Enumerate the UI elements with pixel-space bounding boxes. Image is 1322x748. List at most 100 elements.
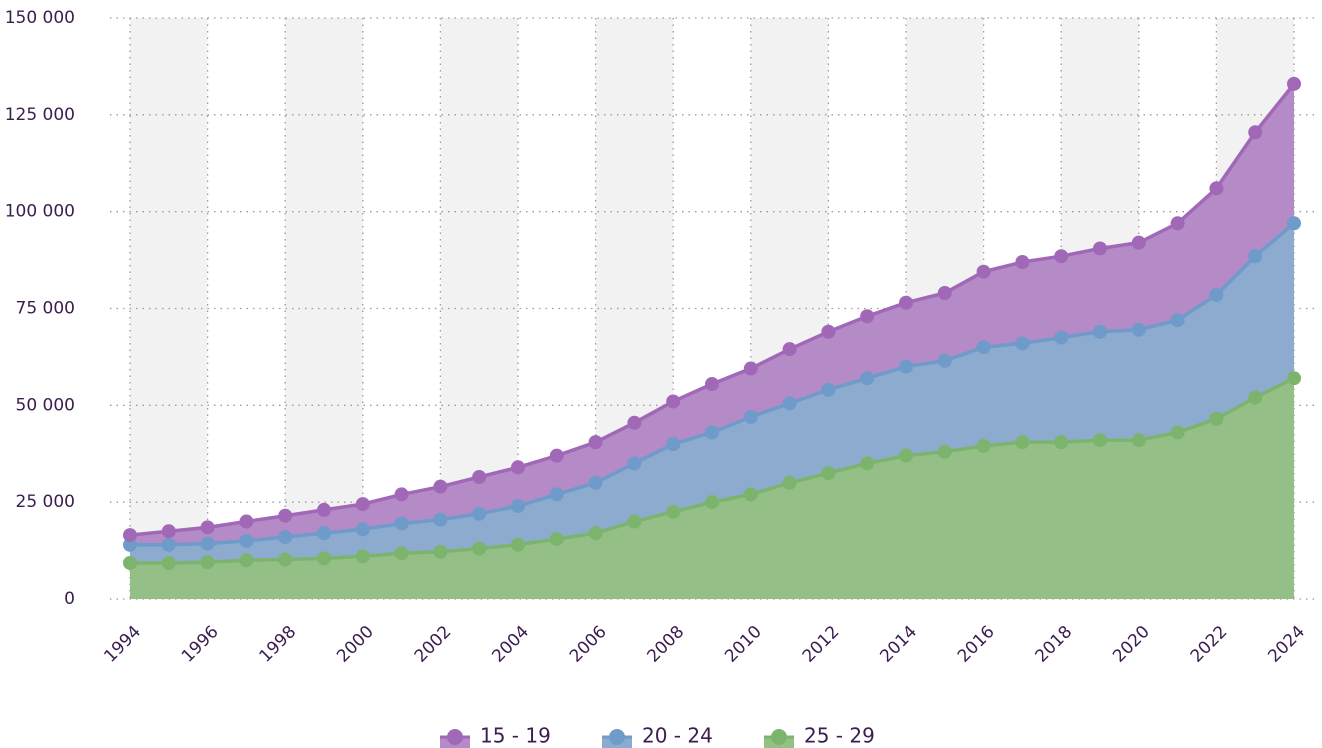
marker: [1131, 322, 1146, 337]
marker: [899, 359, 913, 374]
x-tick-label: 2008: [644, 622, 689, 667]
legend-label: 25 - 29: [804, 724, 875, 748]
marker: [278, 552, 293, 567]
marker: [937, 444, 952, 459]
marker: [394, 516, 409, 531]
marker: [899, 448, 913, 463]
marker: [937, 353, 952, 368]
marker: [355, 497, 370, 512]
marker: [1093, 324, 1107, 339]
marker: [1015, 336, 1030, 351]
marker: [1287, 371, 1301, 386]
marker: [123, 555, 137, 570]
marker: [627, 514, 642, 529]
marker: [1131, 433, 1146, 448]
marker: [278, 508, 293, 523]
y-tick-label: 25 000: [16, 492, 75, 512]
marker: [860, 456, 875, 471]
marker: [278, 530, 293, 545]
marker: [317, 502, 331, 517]
marker: [161, 555, 176, 570]
marker: [1248, 249, 1263, 264]
marker: [937, 286, 952, 301]
legend-label: 20 - 24: [642, 724, 713, 748]
marker: [743, 361, 758, 376]
marker: [976, 439, 991, 454]
x-tick-label: 1996: [178, 622, 223, 667]
marker: [394, 487, 409, 502]
marker: [200, 536, 215, 551]
marker: [588, 475, 603, 490]
marker: [782, 396, 797, 411]
marker: [1287, 216, 1301, 231]
marker: [200, 520, 215, 535]
x-tick-label: 2010: [721, 622, 766, 667]
x-tick-label: 2024: [1264, 622, 1309, 667]
marker: [705, 495, 719, 510]
x-tick-label: 2004: [488, 622, 533, 667]
marker: [821, 382, 836, 397]
legend-marker: [447, 729, 463, 745]
marker: [627, 456, 642, 471]
marker: [1170, 425, 1185, 440]
marker: [511, 460, 525, 475]
marker: [1170, 216, 1185, 231]
marker: [549, 448, 564, 463]
legend-label: 15 - 19: [480, 724, 551, 748]
marker: [666, 437, 681, 452]
marker: [511, 499, 525, 514]
marker: [472, 541, 487, 556]
marker: [1054, 330, 1069, 345]
x-tick-label: 2002: [411, 622, 456, 667]
marker: [1248, 125, 1263, 140]
marker: [433, 544, 448, 559]
area: [130, 378, 1294, 599]
marker: [1093, 241, 1107, 256]
marker: [1093, 433, 1107, 448]
legend-marker: [609, 729, 625, 745]
marker: [627, 415, 642, 430]
x-tick-label: 1998: [256, 622, 301, 667]
marker: [1209, 411, 1224, 426]
marker: [239, 553, 254, 568]
x-tick-label: 1994: [100, 622, 145, 667]
marker: [1209, 181, 1224, 196]
marker: [1054, 249, 1069, 264]
marker: [705, 377, 719, 392]
marker: [1209, 287, 1224, 302]
marker: [588, 435, 603, 450]
legend-item: 25 - 29: [764, 724, 875, 748]
marker: [472, 469, 487, 484]
y-tick-label: 75 000: [16, 299, 75, 319]
marker: [743, 487, 758, 502]
area: [130, 223, 1294, 563]
x-tick-label: 2018: [1032, 622, 1077, 667]
marker: [433, 512, 448, 527]
marker: [123, 528, 137, 543]
y-tick-label: 150 000: [5, 8, 75, 28]
marker: [976, 264, 991, 279]
x-tick-label: 2022: [1187, 622, 1232, 667]
y-tick-label: 125 000: [5, 105, 75, 125]
marker: [433, 479, 448, 494]
marker: [161, 537, 176, 552]
marker: [743, 409, 758, 424]
marker: [588, 526, 603, 541]
marker: [239, 514, 254, 529]
x-tick-label: 2012: [799, 622, 844, 667]
marker: [821, 466, 836, 481]
band: [285, 18, 363, 599]
marker: [666, 504, 681, 519]
marker: [355, 522, 370, 537]
marker: [860, 371, 875, 386]
y-tick-label: 50 000: [16, 395, 75, 415]
x-tick-label: 2000: [333, 622, 378, 667]
marker: [317, 526, 331, 541]
legend-item: 20 - 24: [602, 724, 713, 748]
marker: [1287, 76, 1301, 91]
marker: [666, 394, 681, 409]
marker: [394, 546, 409, 561]
marker: [355, 549, 370, 564]
marker: [782, 475, 797, 490]
